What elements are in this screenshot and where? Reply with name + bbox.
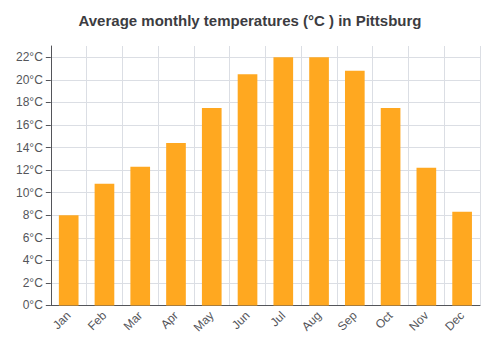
svg-text:4°C: 4°C	[23, 253, 43, 267]
svg-text:12°C: 12°C	[16, 163, 43, 177]
svg-text:May: May	[191, 309, 217, 335]
svg-text:0°C: 0°C	[23, 298, 43, 312]
svg-text:Jun: Jun	[229, 309, 253, 333]
svg-text:18°C: 18°C	[16, 95, 43, 109]
svg-text:6°C: 6°C	[23, 231, 43, 245]
svg-text:Average monthly temperatures (: Average monthly temperatures (°C ) in Pi…	[78, 12, 421, 29]
svg-text:Nov: Nov	[406, 309, 431, 334]
svg-text:Oct: Oct	[372, 308, 396, 332]
svg-text:20°C: 20°C	[16, 73, 43, 87]
svg-text:Dec: Dec	[442, 309, 467, 334]
svg-text:2°C: 2°C	[23, 276, 43, 290]
svg-text:Jul: Jul	[268, 309, 289, 330]
svg-text:14°C: 14°C	[16, 141, 43, 155]
svg-text:16°C: 16°C	[16, 118, 43, 132]
svg-text:Sep: Sep	[335, 308, 360, 333]
svg-text:Apr: Apr	[158, 309, 181, 332]
svg-text:Jan: Jan	[50, 309, 74, 333]
svg-text:Feb: Feb	[85, 308, 110, 333]
svg-text:8°C: 8°C	[23, 208, 43, 222]
svg-text:22°C: 22°C	[16, 50, 43, 64]
svg-text:10°C: 10°C	[16, 186, 43, 200]
svg-text:Mar: Mar	[121, 309, 146, 333]
svg-text:Aug: Aug	[299, 309, 324, 334]
